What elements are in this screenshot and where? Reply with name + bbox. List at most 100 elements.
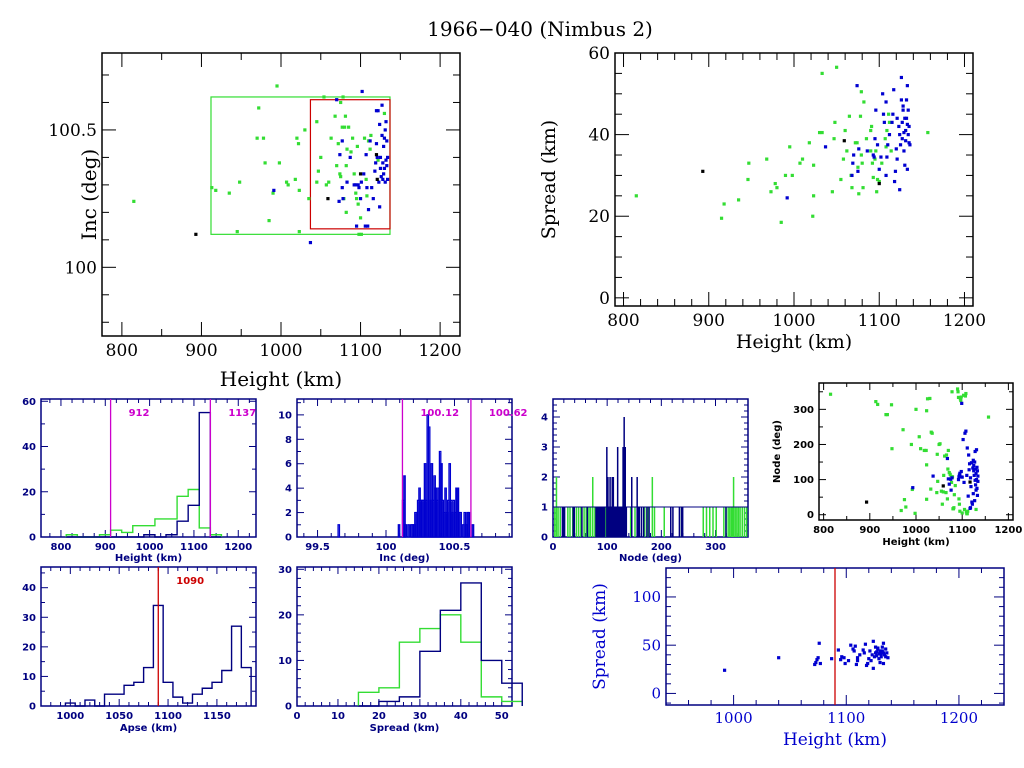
data-point xyxy=(892,88,896,92)
y-tick-label: 10 xyxy=(278,410,292,421)
data-point xyxy=(877,179,881,184)
x-tick-label: 1000 xyxy=(136,542,164,553)
data-point xyxy=(891,112,895,116)
data-point xyxy=(973,467,978,471)
histogram-bin xyxy=(745,507,748,537)
data-point xyxy=(341,197,345,201)
x-tick-label: 1000 xyxy=(902,525,930,536)
data-point xyxy=(210,186,214,190)
x-tick-label: 800 xyxy=(607,311,639,331)
data-point xyxy=(877,652,881,656)
data-point xyxy=(858,114,863,118)
y-tick-label: 60 xyxy=(22,397,36,408)
histogram-bin xyxy=(620,507,622,537)
data-point xyxy=(338,172,342,176)
data-point xyxy=(378,205,382,209)
data-point xyxy=(893,169,898,173)
histogram-bin xyxy=(680,507,683,537)
data-point xyxy=(965,473,969,477)
data-point xyxy=(337,199,341,203)
y-tick-label: 0 xyxy=(285,533,292,544)
series-blue xyxy=(785,75,912,200)
data-point xyxy=(382,111,387,116)
data-point xyxy=(955,387,960,391)
data-point xyxy=(375,155,379,160)
x-axis-label: Height (km) xyxy=(220,367,342,391)
y-tick-label: 40 xyxy=(588,126,610,146)
plot-frame xyxy=(614,52,974,307)
data-point xyxy=(194,232,198,236)
data-point xyxy=(968,480,972,484)
series-black xyxy=(864,480,972,504)
data-point xyxy=(905,84,909,88)
x-tick-label: 900 xyxy=(693,311,725,331)
data-point xyxy=(975,493,980,498)
data-point xyxy=(935,491,939,495)
histogram-bin xyxy=(599,507,602,537)
data-point xyxy=(946,467,950,471)
data-point xyxy=(968,506,973,510)
x-axis-label: Height (km) xyxy=(115,553,182,564)
x-tick-label: 0 xyxy=(550,542,557,553)
x-tick-label: 1100 xyxy=(339,341,382,361)
histogram-bin xyxy=(613,507,616,537)
data-point xyxy=(850,173,854,178)
histogram-bin xyxy=(625,507,628,537)
data-point xyxy=(357,186,361,190)
data-point xyxy=(957,473,962,477)
data-point xyxy=(890,120,894,124)
data-point xyxy=(842,139,846,143)
data-point xyxy=(701,169,705,173)
data-point xyxy=(907,141,911,145)
data-point xyxy=(884,145,888,149)
histogram-bin xyxy=(672,507,674,537)
data-point xyxy=(886,143,890,147)
data-point xyxy=(378,155,383,160)
data-point xyxy=(958,471,962,475)
data-point xyxy=(357,232,361,236)
data-point xyxy=(343,125,347,129)
x-tick-label: 300 xyxy=(705,542,726,553)
histogram-bin xyxy=(644,507,646,537)
data-point xyxy=(903,116,907,120)
data-point xyxy=(941,484,945,488)
data-point xyxy=(957,502,962,506)
y-tick-label: 20 xyxy=(278,610,292,621)
data-point xyxy=(381,161,385,165)
x-axis-label: Height (km) xyxy=(736,331,852,353)
data-point xyxy=(322,95,326,99)
data-point xyxy=(897,124,901,129)
data-point xyxy=(939,489,944,493)
data-point xyxy=(887,120,892,124)
data-point xyxy=(379,175,383,179)
data-point xyxy=(904,505,908,509)
data-point xyxy=(382,166,387,170)
histogram-bin xyxy=(554,507,556,537)
histogram-bin xyxy=(563,507,566,537)
data-point xyxy=(351,136,355,140)
reference-line-label: 100.12 xyxy=(420,408,459,419)
data-point xyxy=(969,461,974,465)
figure-title: 1966−040 (Nimbus 2) xyxy=(427,17,653,41)
histogram-bin xyxy=(614,507,617,537)
x-axis-label: Height (km) xyxy=(882,537,949,548)
histogram-bin xyxy=(605,507,607,537)
data-point xyxy=(788,145,792,149)
x-tick-label: 100.5 xyxy=(439,542,471,553)
data-point xyxy=(853,141,857,145)
histogram-bin xyxy=(583,507,585,537)
chart-height-histogram: 800 900 1000 1100 1200 0 20 40 60 Height (km) 912 1… xyxy=(22,397,257,564)
histogram-navy xyxy=(66,411,222,538)
data-point xyxy=(358,197,363,201)
data-point xyxy=(859,153,863,157)
data-point xyxy=(377,180,381,184)
data-point xyxy=(880,649,884,653)
data-point xyxy=(902,498,907,502)
y-tick-label: 0 xyxy=(29,702,36,713)
data-point xyxy=(898,143,903,147)
data-point xyxy=(904,128,908,133)
data-point xyxy=(975,465,979,469)
data-point xyxy=(812,194,816,198)
data-point xyxy=(922,448,926,453)
